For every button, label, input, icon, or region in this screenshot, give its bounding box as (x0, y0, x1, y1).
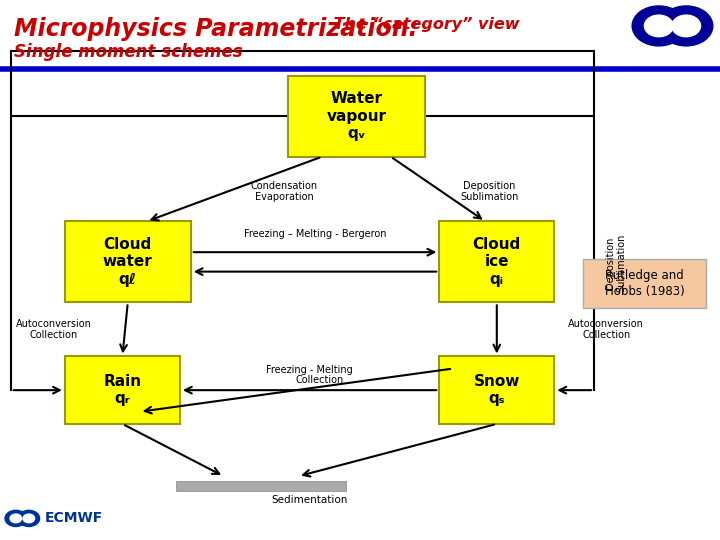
FancyBboxPatch shape (439, 356, 554, 424)
Circle shape (18, 510, 40, 526)
FancyBboxPatch shape (288, 76, 425, 157)
Circle shape (632, 6, 685, 46)
Text: Snow: Snow (474, 374, 520, 389)
Text: Freezing - Melting: Freezing - Melting (266, 364, 353, 375)
Text: Cloud: Cloud (104, 237, 152, 252)
Text: Deposition
Sublimation: Deposition Sublimation (605, 234, 626, 293)
Text: Water: Water (330, 91, 382, 106)
Text: Rain: Rain (104, 374, 141, 389)
Circle shape (5, 510, 27, 526)
Text: Freezing – Melting - Bergeron: Freezing – Melting - Bergeron (244, 230, 386, 239)
Circle shape (660, 6, 713, 46)
Circle shape (10, 514, 22, 523)
Text: Deposition
Sublimation: Deposition Sublimation (460, 181, 519, 202)
Text: Collection: Collection (295, 375, 343, 386)
Text: qᵣ: qᵣ (114, 392, 130, 407)
FancyBboxPatch shape (176, 481, 346, 491)
Text: Autoconversion
Collection: Autoconversion Collection (16, 319, 92, 340)
Circle shape (23, 514, 35, 523)
Text: qᵢ: qᵢ (490, 272, 504, 287)
Text: Autoconversion
Collection: Autoconversion Collection (568, 319, 644, 340)
Text: Condensation
Evaporation: Condensation Evaporation (251, 181, 318, 202)
FancyBboxPatch shape (65, 221, 191, 302)
Text: Microphysics Parametrization:: Microphysics Parametrization: (14, 17, 418, 41)
Text: water: water (103, 254, 153, 269)
Circle shape (672, 15, 701, 37)
Text: qₛ: qₛ (489, 392, 505, 407)
Text: The “category” view: The “category” view (328, 17, 519, 32)
Text: Sedimentation: Sedimentation (271, 495, 348, 505)
Text: ECMWF: ECMWF (45, 511, 103, 525)
Text: Rutledge and
Hobbs (1983): Rutledge and Hobbs (1983) (605, 269, 684, 298)
Text: qᵥ: qᵥ (347, 126, 366, 141)
FancyBboxPatch shape (583, 259, 706, 308)
Text: ice: ice (485, 254, 509, 269)
Circle shape (644, 15, 673, 37)
FancyBboxPatch shape (439, 221, 554, 302)
Text: Single moment schemes: Single moment schemes (14, 43, 243, 61)
Text: Cloud: Cloud (472, 237, 521, 252)
FancyBboxPatch shape (65, 356, 180, 424)
Text: qℓ: qℓ (119, 272, 137, 287)
Text: vapour: vapour (326, 109, 387, 124)
